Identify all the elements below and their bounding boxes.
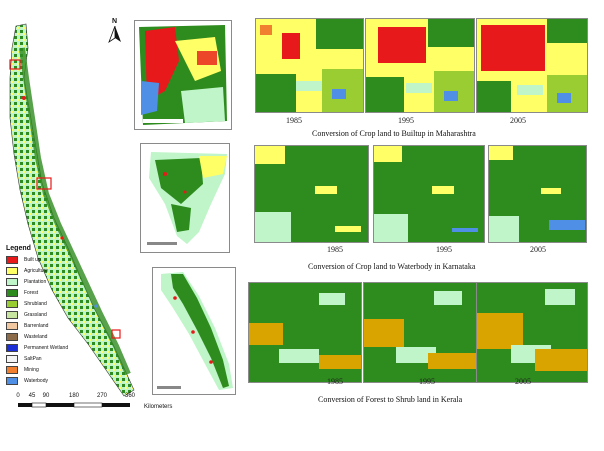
scale-tick-5: 360 [124,393,136,399]
panel-kerala-1985 [248,282,362,383]
legend-item: Mining [6,364,86,375]
legend-item: Shrubland [6,298,86,309]
main-coastal-map [2,18,142,398]
legend-label: Plantation [24,278,47,285]
legend-swatch [6,376,18,385]
highlight-box-maharashtra [9,59,21,70]
panel-maharashtra-1995 [365,18,475,113]
inset-map-kerala [152,267,236,395]
legend-swatch [6,343,18,352]
caption-maharashtra: Conversion of Crop land to Builtup in Ma… [312,129,476,138]
panel-karnataka-1985 [254,145,369,243]
legend-label: Mining [24,366,39,373]
legend-items: Built up Agriculture Plantation Forest Shrub… [6,254,86,386]
legend-label: Barrenland [24,322,49,329]
legend-item: Grassland [6,309,86,320]
year-label-row1-2005: 2005 [510,116,526,125]
legend-swatch [6,255,18,264]
panel-kerala-1995 [363,282,477,383]
highlight-box-kerala [111,329,121,339]
north-arrow-icon: N [107,18,123,44]
legend-swatch [6,288,18,297]
legend-label: Shrubland [24,300,47,307]
scale-tick-2: 90 [42,393,50,399]
year-label-row3-1985: 1985 [327,377,343,386]
year-label-row3-2005: 2005 [515,377,531,386]
legend-label: Forest [24,289,39,296]
legend-item: Agriculture [6,265,86,276]
legend-item: Wasteland [6,331,86,342]
year-label-row2-1995: 1995 [436,245,452,254]
inset-map-maharashtra [134,20,232,130]
scale-tick-4: 270 [96,393,108,399]
legend-item: Forest [6,287,86,298]
scale-tick-1: 45 [28,393,36,399]
panel-maharashtra-1985 [255,18,364,113]
legend-swatch [6,299,18,308]
map-legend: Legend Built up Agriculture Plantation Fore… [6,245,86,386]
north-label: N [112,18,118,25]
legend-item: Plantation [6,276,86,287]
caption-karnataka: Conversion of Crop land to Waterbody in … [308,262,476,271]
legend-label: Wasteland [24,333,48,340]
inset-map-karnataka [140,143,230,253]
legend-label: SaltPan [24,355,42,362]
year-label-row2-1985: 1985 [327,245,343,254]
year-label-row3-1995: 1995 [419,377,435,386]
panel-karnataka-1995 [373,145,485,243]
legend-item: SaltPan [6,353,86,364]
legend-label: Agriculture [24,267,48,274]
legend-label: Built up [24,256,41,263]
caption-kerala: Conversion of Forest to Shrub land in Ke… [318,395,463,404]
scale-tick-0: 0 [16,393,20,399]
legend-swatch [6,354,18,363]
legend-swatch [6,310,18,319]
legend-title: Legend [6,245,31,252]
legend-item: Permanent Wetland [6,342,86,353]
legend-swatch [6,321,18,330]
year-label-row1-1995: 1995 [398,116,414,125]
legend-item: Waterbody [6,375,86,386]
panel-karnataka-2005 [488,145,587,243]
highlight-box-karnataka [36,177,52,190]
legend-item: Built up [6,254,86,265]
legend-label: Waterbody [24,377,48,384]
legend-label: Grassland [24,311,47,318]
legend-label: Permanent Wetland [24,344,69,351]
scale-bar: 0 45 90 180 270 360 Kilometers [16,393,172,415]
year-label-row2-2005: 2005 [530,245,546,254]
panel-kerala-2005 [476,282,588,383]
legend-swatch [6,332,18,341]
legend-swatch [6,277,18,286]
year-label-row1-1985: 1985 [286,116,302,125]
legend-swatch [6,365,18,374]
panel-maharashtra-2005 [476,18,588,113]
legend-swatch [6,266,18,275]
scale-unit: Kilometers [144,404,173,410]
scale-tick-3: 180 [68,393,80,399]
legend-item: Barrenland [6,320,86,331]
